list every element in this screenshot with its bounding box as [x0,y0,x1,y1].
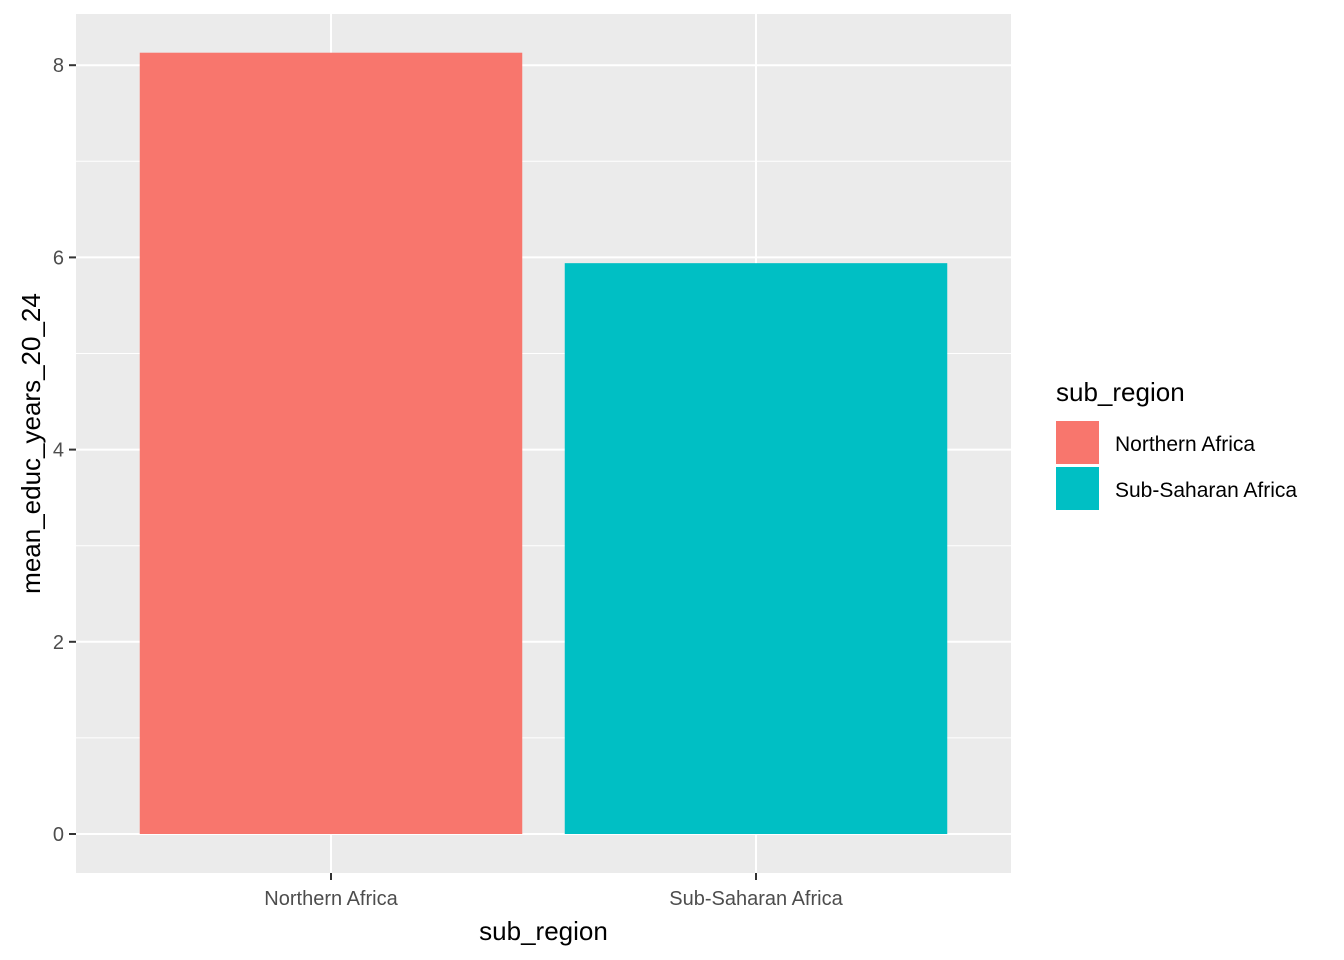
y-tick-label: 8 [53,55,64,77]
legend: sub_region Northern Africa Sub-Saharan Af… [1056,377,1297,510]
y-tick-label: 0 [53,824,64,846]
y-tick-label: 6 [53,247,64,269]
legend-key [1056,421,1099,464]
x-tick-label: Northern Africa [264,888,398,910]
legend-title: sub_region [1056,377,1185,407]
bars [139,52,948,834]
y-tick-label: 2 [53,632,64,654]
legend-key [1056,467,1099,510]
y-axis-title: mean_educ_years_20_24 [16,293,46,594]
legend-label: Northern Africa [1115,433,1255,456]
legend-label: Sub-Saharan Africa [1115,479,1297,502]
y-tick-label: 4 [53,440,64,462]
bar [139,52,523,834]
y-axis: 0 2 4 6 8 [53,55,76,846]
x-axis: Northern Africa Sub-Saharan Africa [264,873,844,910]
x-axis-title: sub_region [479,916,608,946]
bar [564,263,948,834]
x-tick-label: Sub-Saharan Africa [669,888,843,910]
